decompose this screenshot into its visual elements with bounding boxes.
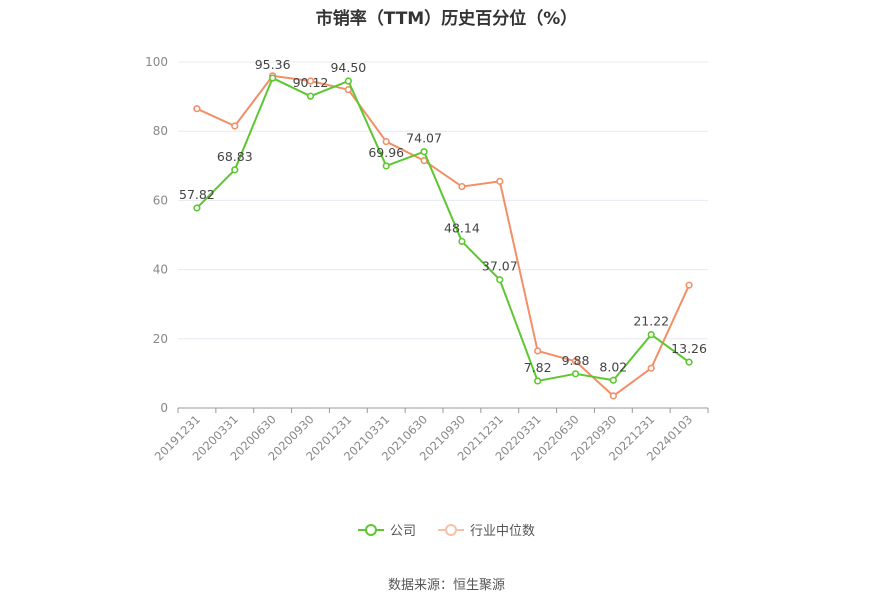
data-label: 9.88 [562,353,590,368]
y-axis: 0 20 40 60 80 100 [145,55,168,415]
data-point-company[interactable] [382,162,390,170]
data-label: 94.50 [330,60,366,75]
data-label: 21.22 [633,314,669,329]
data-label: 57.82 [179,187,215,202]
data-point-company[interactable] [647,330,655,339]
y-tick-label: 40 [153,263,168,277]
data-point-company[interactable] [685,358,693,366]
data-point-industry-median[interactable] [534,347,542,355]
data-point-company[interactable] [344,77,352,85]
data-point-industry-median[interactable] [609,392,617,400]
legend-line-circle-icon [357,523,384,536]
y-tick-label: 20 [153,332,168,346]
data-point-company[interactable] [609,376,617,384]
y-tick-label: 0 [160,401,168,415]
y-tick-label: 100 [145,55,168,69]
y-tick-label: 80 [153,124,168,138]
legend-item-company[interactable]: 公司 [357,520,416,539]
legend-line-circle-icon [438,523,464,536]
data-point-company[interactable] [571,370,580,378]
y-tick-label: 60 [153,193,168,207]
data-label: 69.96 [368,145,404,160]
data-point-company[interactable] [534,377,542,385]
data-label: 74.07 [406,131,442,146]
data-point-company[interactable] [269,74,277,82]
legend-item-industry-median[interactable]: 行业中位数 [438,520,535,539]
data-label: 90.12 [293,75,329,90]
data-point-company[interactable] [231,166,239,174]
grid-lines [178,61,708,340]
legend-label-industry-median: 行业中位数 [470,524,536,539]
data-point-company[interactable] [306,92,315,100]
series-line-company [196,77,690,382]
data-point-industry-median[interactable] [571,357,580,365]
data-point-industry-median[interactable] [193,105,201,113]
data-point-industry-median[interactable] [685,281,693,289]
data-label: 37.07 [482,259,518,274]
data-label: 95.36 [255,57,291,72]
legend-label-company: 公司 [389,524,416,539]
chart-title: 市销率（TTM）历史百分位（%） [315,9,578,29]
data-point-industry-median[interactable] [458,182,466,191]
data-point-company[interactable] [496,276,504,284]
data-point-company[interactable] [420,148,428,156]
data-label: 68.83 [217,149,253,164]
data-point-industry-median[interactable] [496,177,504,185]
data-point-company[interactable] [458,237,466,246]
data-label: 7.82 [524,360,552,375]
series-layer [193,72,693,400]
data-point-industry-median[interactable] [306,77,315,85]
data-point-company[interactable] [193,204,201,212]
x-axis: 2019123120200331202006302020093020201231… [152,407,709,464]
series-line-industry-median [196,74,690,397]
legend: 公司 行业中位数 [0,520,893,539]
data-point-industry-median[interactable] [382,137,390,146]
source-note: 数据来源：恒生聚源 [387,578,505,593]
data-label: 13.26 [671,341,707,356]
data-label: 8.02 [599,359,627,374]
data-point-industry-median[interactable] [231,122,239,130]
data-label: 48.14 [444,220,480,235]
data-point-industry-median[interactable] [647,364,655,372]
